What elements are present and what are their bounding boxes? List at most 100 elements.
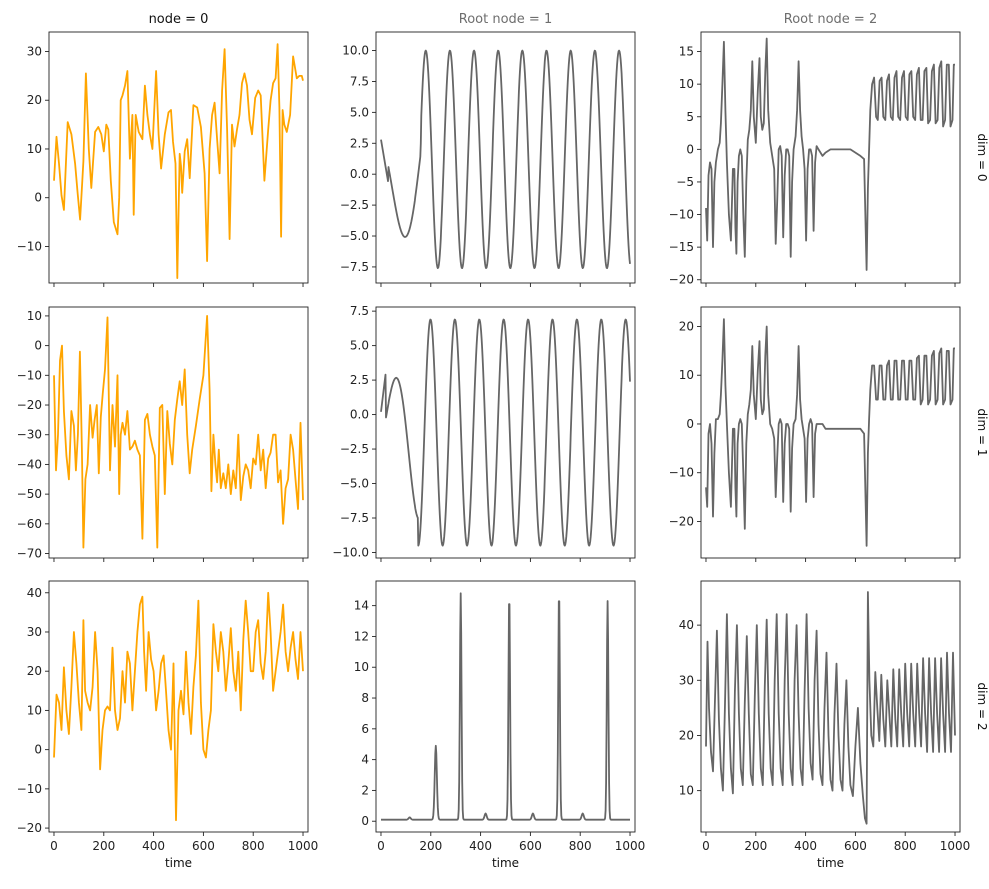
y-tick-label: 8 [361,691,369,705]
series-line [380,592,631,821]
y-tick-label: 2.5 [350,136,369,150]
column-title: Root node = 2 [784,12,877,27]
y-tick-label: −15 [669,240,694,254]
y-tick-label: 20 [27,93,42,107]
axes-frame [48,580,309,833]
y-tick-label: 7.5 [350,74,369,88]
y-tick-label: −60 [17,517,42,531]
y-tick-label: 0.0 [350,408,369,422]
y-tick-label: −5 [676,175,694,189]
y-tick-label: 10 [679,77,694,91]
axes-frame [375,31,636,284]
y-tick-label: −10 [17,239,42,253]
y-tick-label: 30 [679,673,694,687]
y-tick-label: −20 [17,821,42,835]
x-tick-label: 200 [419,839,442,853]
y-tick-label: −7.5 [340,511,369,525]
column-title: Root node = 1 [459,12,552,27]
y-tick-label: 20 [27,664,42,678]
x-tick-label: 400 [469,839,492,853]
column-title: node = 0 [149,12,209,27]
y-tick-label: 6 [361,722,369,736]
y-tick-label: −50 [17,487,42,501]
x-tick-label: 600 [192,839,215,853]
x-tick-label: 0 [702,839,710,853]
panel-r0-c2: −20 −15 −10 −5 0 5 10 15 Root node = 2 dim = 0 [669,12,989,287]
x-tick-label: 200 [92,839,115,853]
y-tick-label: 10 [679,368,694,382]
panel-r0-c1: −7.5 −5.0 −2.5 0.0 2.5 5.0 7.5 10.0 Root node = … [340,12,636,287]
x-tick-label: 1000 [288,839,319,853]
y-tick-label: 30 [27,44,42,58]
row-label: dim = 1 [975,409,989,457]
axes-frame [48,306,309,559]
y-tick-label: −5.0 [340,229,369,243]
y-tick-label: 20 [679,728,694,742]
series-line [705,318,955,547]
x-tick-label: 0 [50,839,58,853]
axes-frame [700,306,961,559]
panel-r1-c2: −20 −10 0 10 20 dim = 1 [669,306,989,562]
x-axis-label: time [492,856,519,870]
y-tick-label: 10.0 [342,44,369,58]
y-tick-label: 10 [27,142,42,156]
y-tick-label: −20 [17,398,42,412]
x-tick-label: 0 [377,839,385,853]
y-tick-label: 5.0 [350,339,369,353]
series-line [705,591,956,825]
x-tick-label: 400 [142,839,165,853]
y-tick-label: 0.0 [350,167,369,181]
x-axis-label: time [165,856,192,870]
y-tick-label: 10 [27,309,42,323]
y-tick-label: 0 [361,814,369,828]
y-tick-label: −20 [669,273,694,287]
series-line [53,315,304,549]
y-tick-label: −10.0 [332,545,369,559]
series-line [705,37,955,271]
panel-r0-c0: −10 0 10 20 30 node = 0 [17,12,309,287]
row-label: dim = 2 [975,683,989,731]
axes-frame [48,31,309,284]
panel-r2-c1: 0 2 4 6 8 10 12 14 0 200 400 600 800 1000 time [354,580,645,870]
x-tick-label: 800 [242,839,265,853]
y-tick-label: 0 [34,191,42,205]
y-tick-label: 5.0 [350,105,369,119]
series-line [53,591,304,822]
axes-frame [375,306,636,559]
y-tick-label: 40 [27,586,42,600]
y-tick-label: 0 [34,743,42,757]
y-tick-label: −40 [17,457,42,471]
y-tick-label: 30 [27,625,42,639]
x-tick-label: 600 [519,839,542,853]
y-tick-label: −20 [669,514,694,528]
x-tick-label: 600 [844,839,867,853]
y-tick-label: 10 [679,784,694,798]
y-tick-label: 10 [354,660,369,674]
x-tick-label: 1000 [940,839,971,853]
y-tick-label: 40 [679,618,694,632]
y-tick-label: −70 [17,547,42,561]
panel-r1-c0: −70 −60 −50 −40 −30 −20 −10 0 10 [17,306,309,562]
row-label: dim = 0 [975,134,989,182]
y-tick-label: −2.5 [340,198,369,212]
y-tick-label: 2 [361,783,369,797]
y-tick-label: 0 [686,417,694,431]
y-tick-label: 0 [686,142,694,156]
x-tick-label: 800 [894,839,917,853]
y-tick-label: −10 [17,368,42,382]
series-line [53,43,304,279]
x-tick-label: 400 [794,839,817,853]
y-tick-label: −10 [669,466,694,480]
y-tick-label: −10 [669,208,694,222]
axes-frame [700,580,961,833]
x-axis-label: time [817,856,844,870]
y-tick-label: 20 [679,319,694,333]
y-tick-label: 5 [686,110,694,124]
y-tick-label: 2.5 [350,373,369,387]
y-tick-label: −2.5 [340,442,369,456]
y-tick-label: 14 [354,599,369,613]
y-tick-label: −10 [17,782,42,796]
y-tick-label: 4 [361,753,369,767]
y-tick-label: −7.5 [340,260,369,274]
